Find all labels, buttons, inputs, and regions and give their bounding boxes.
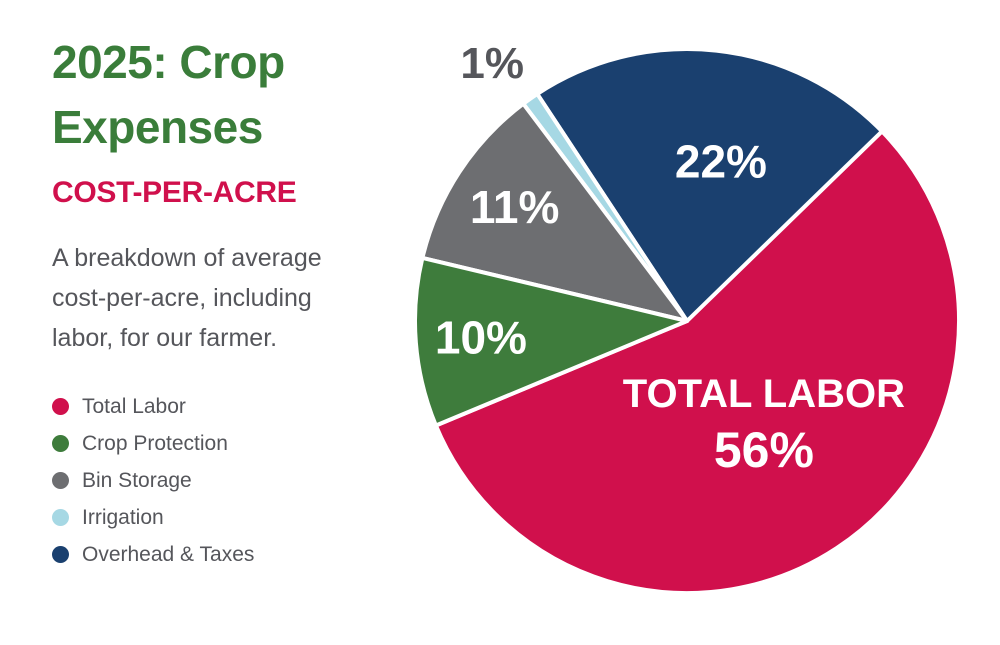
pie-slice-total-labor	[433, 129, 961, 595]
legend-item: Crop Protection	[52, 425, 402, 462]
legend-swatch-icon	[52, 435, 69, 452]
pie-slice-overhead-taxes	[535, 47, 884, 323]
legend: Total Labor Crop Protection Bin Storage Irr…	[52, 388, 402, 573]
pie-slice-crop-protection	[413, 255, 689, 428]
description-text: A breakdown of average cost-per-acre, in…	[52, 244, 322, 352]
legend-label: Overhead & Taxes	[82, 542, 255, 566]
pie-slice-label: 22%	[675, 136, 767, 188]
legend-item: Overhead & Taxes	[52, 536, 402, 573]
legend-swatch-icon	[52, 509, 69, 526]
pie-slice-label: TOTAL LABOR	[623, 372, 905, 416]
page-subtitle: COST-PER-ACRE	[52, 176, 297, 209]
legend-swatch-icon	[52, 546, 69, 563]
legend-swatch-icon	[52, 472, 69, 489]
page-title: 2025: Crop Expenses	[52, 36, 285, 153]
legend-label: Total Labor	[82, 394, 186, 418]
legend-item: Total Labor	[52, 388, 402, 425]
pie-slice-label: 1%	[460, 39, 524, 88]
legend-label: Crop Protection	[82, 431, 228, 455]
left-panel: 2025: Crop Expenses COST-PER-ACRE A brea…	[52, 30, 402, 573]
pie-slice-bin-storage	[420, 101, 689, 323]
legend-swatch-icon	[52, 398, 69, 415]
pie-slice-label: 11%	[470, 181, 560, 233]
pie-slice-label: 56%	[714, 422, 814, 478]
pie-slice-label: 10%	[435, 311, 527, 363]
legend-label: Irrigation	[82, 505, 164, 529]
legend-item: Bin Storage	[52, 462, 402, 499]
legend-label: Bin Storage	[82, 468, 192, 492]
legend-item: Irrigation	[52, 499, 402, 536]
